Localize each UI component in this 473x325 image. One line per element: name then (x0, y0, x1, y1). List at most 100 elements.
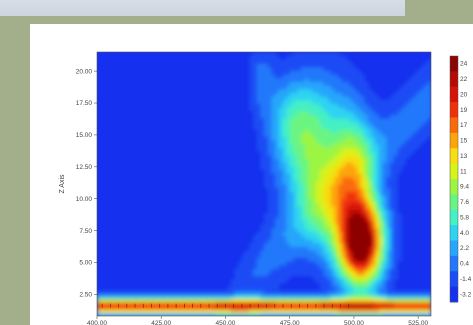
contour-cell (264, 81, 269, 86)
contour-cell (423, 305, 428, 310)
contour-cell (252, 290, 258, 295)
contour-cell (301, 257, 306, 262)
contour-cell (353, 224, 358, 229)
contour-cell (364, 305, 369, 310)
contour-cell (379, 187, 384, 192)
contour-cell (330, 132, 336, 137)
contour-cell (364, 253, 369, 258)
contour-cell (353, 125, 358, 130)
contour-cell (286, 103, 291, 108)
contour-cell (282, 308, 287, 313)
contour-cell (405, 301, 410, 306)
contour-cell (308, 129, 313, 134)
contour-cell (312, 290, 317, 295)
contour-cell (234, 268, 239, 273)
contour-cell (278, 129, 284, 134)
contour-cell (297, 99, 302, 104)
contour-cell (360, 305, 365, 310)
contour-cell (327, 70, 332, 75)
contour-cell (360, 125, 365, 130)
contour-cell (341, 107, 347, 112)
contour-cell (312, 70, 317, 75)
contour-cell (356, 118, 362, 123)
contour-cell (327, 235, 332, 240)
contour-cell (364, 107, 369, 112)
contour-cell (286, 290, 291, 295)
contour-cell (356, 77, 362, 82)
contour-cell (301, 228, 306, 233)
contour-cell (427, 88, 431, 93)
contour-cell (330, 239, 336, 244)
contour-cell (382, 195, 388, 200)
contour-cell (308, 132, 313, 137)
contour-cell (419, 96, 425, 101)
contour-cell (397, 257, 402, 262)
contour-cell (260, 261, 265, 266)
contour-cell (367, 147, 373, 152)
contour-cell (349, 114, 354, 119)
contour-cell (367, 151, 373, 156)
contour-cell (338, 103, 343, 108)
contour-cell (349, 206, 354, 211)
contour-cell (256, 312, 261, 316)
contour-cell (353, 253, 358, 258)
contour-cell (308, 297, 313, 302)
contour-cell (349, 290, 354, 295)
contour-cell (282, 147, 287, 152)
contour-cell (315, 272, 321, 277)
contour-cell (386, 147, 391, 152)
contour-cell (271, 103, 276, 108)
contour-cell (304, 143, 310, 148)
contour-cell (379, 162, 384, 167)
contour-cell (315, 264, 321, 269)
contour-cell (111, 297, 117, 302)
contour-cell (267, 52, 273, 57)
contour-cell (367, 143, 373, 148)
contour-cell (341, 99, 347, 104)
contour-cell (319, 176, 324, 181)
contour-cell (386, 224, 391, 229)
contour-cell (353, 272, 358, 277)
contour-cell (319, 264, 324, 269)
contour-cell (252, 305, 258, 310)
contour-cell (338, 213, 343, 218)
contour-cell (338, 74, 343, 79)
contour-cell (330, 253, 336, 258)
contour-cell (427, 81, 431, 86)
contour-cell (304, 272, 310, 277)
contour-cell (330, 264, 336, 269)
contour-cell (289, 268, 295, 273)
contour-cell (264, 136, 269, 141)
contour-cell (189, 305, 195, 310)
contour-cell (353, 114, 358, 119)
contour-cell (267, 257, 273, 262)
contour-cell (278, 125, 284, 130)
contour-cell (382, 125, 388, 130)
contour-cell (286, 107, 291, 112)
contour-cell (308, 85, 313, 90)
contour-cell (393, 176, 399, 181)
contour-cell (334, 305, 339, 310)
contour-cell (379, 305, 384, 310)
contour-cell (267, 283, 273, 288)
contour-cell (267, 242, 273, 247)
contour-cell (408, 294, 414, 299)
contour-cell (390, 264, 395, 269)
contour-cell (267, 125, 273, 130)
contour-cell (323, 66, 328, 71)
contour-cell (293, 92, 298, 97)
contour-cell (323, 264, 328, 269)
contour-cell (312, 213, 317, 218)
contour-cell (349, 202, 354, 207)
contour-cell (393, 110, 399, 115)
contour-cell (353, 129, 358, 134)
contour-cell (308, 169, 313, 174)
contour-cell (249, 257, 254, 262)
contour-cell (356, 275, 362, 280)
contour-cell (345, 301, 350, 306)
contour-cell (423, 85, 428, 90)
contour-cell (315, 88, 321, 93)
contour-cell (289, 209, 295, 214)
contour-cell (382, 129, 388, 134)
contour-cell (393, 154, 399, 159)
